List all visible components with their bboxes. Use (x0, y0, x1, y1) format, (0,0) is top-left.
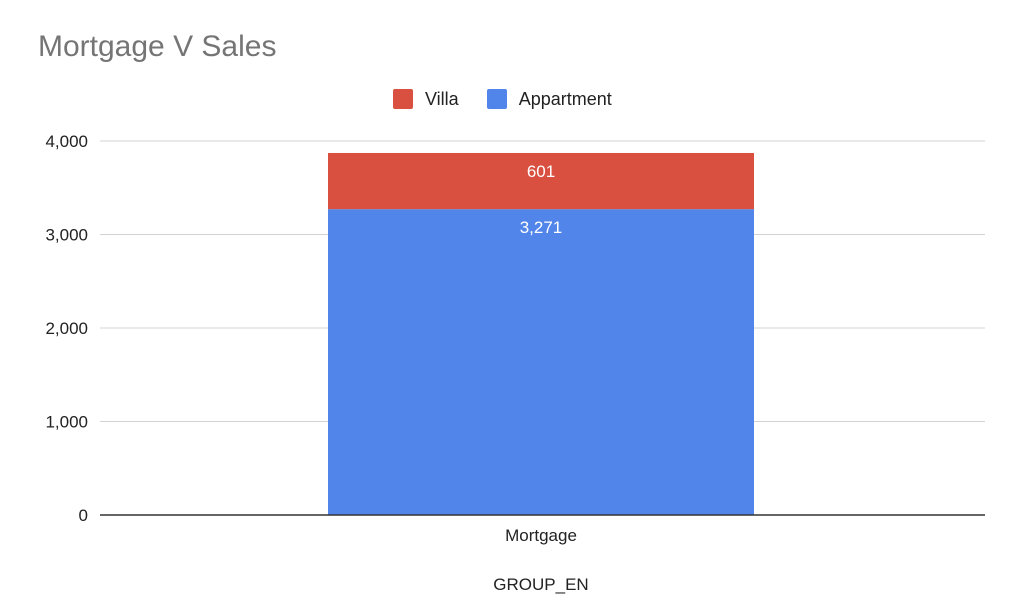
legend-label-villa: Villa (425, 88, 459, 109)
x-axis-title: GROUP_EN (493, 575, 588, 594)
bar-appartment (328, 209, 754, 515)
legend-item-appartment[interactable]: Appartment (486, 88, 612, 110)
chart-title: Mortgage V Sales (38, 30, 277, 63)
legend-swatch-appartment (486, 89, 507, 109)
y-tick-label: 4,000 (45, 132, 88, 151)
legend-label-appartment: Appartment (518, 88, 612, 109)
data-label-villa: 601 (527, 162, 555, 181)
y-tick-label: 3,000 (45, 226, 88, 245)
legend-swatch-villa (393, 89, 413, 109)
y-tick-label: 1,000 (45, 413, 88, 432)
bar-villa (328, 152, 754, 210)
y-tick-label: 0 (79, 506, 88, 525)
x-tick-label: Mortgage (505, 526, 577, 545)
y-tick-label: 2,000 (45, 319, 88, 338)
legend: Villa Appartment (393, 87, 640, 111)
data-label-appartment: 3,271 (520, 218, 563, 237)
legend-item-villa[interactable]: Villa (393, 89, 459, 110)
